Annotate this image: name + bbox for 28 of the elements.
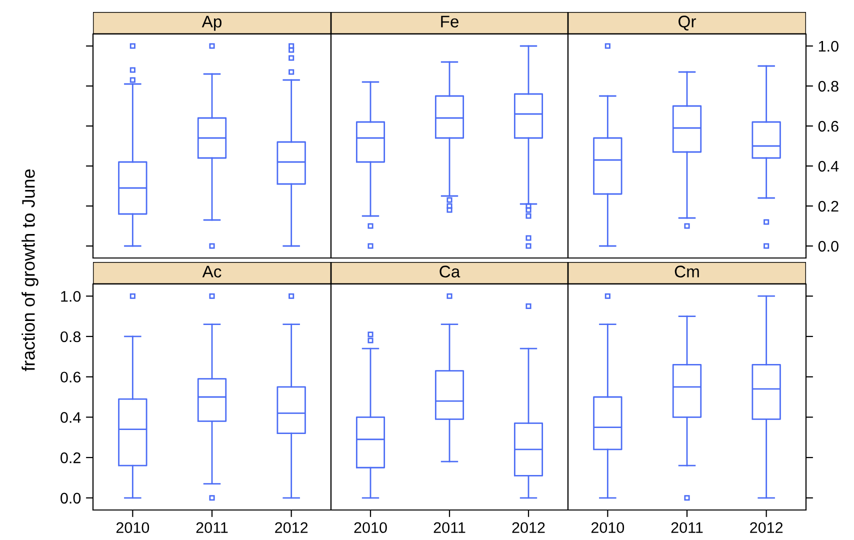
chart-title: Ca: [440, 266, 460, 278]
chart-title: Ap: [202, 16, 222, 31]
y-tick-label: 0.8: [60, 331, 81, 342]
y-tick-label: 0.0: [818, 240, 838, 252]
y-tick-label: 0.6: [818, 120, 838, 132]
x-tick-label: 2011: [671, 522, 703, 534]
x-tick-label: 2010: [591, 522, 624, 534]
chart-title: Fe: [441, 16, 458, 28]
chart-title: Ac: [202, 266, 222, 278]
y-tick-label: 0.0: [60, 492, 81, 504]
y-tick-label: 0.4: [818, 160, 839, 172]
x-tick-label: 2012: [750, 522, 783, 534]
chart-title: Cm: [674, 266, 699, 278]
y-tick-label: 0.4: [60, 412, 81, 423]
x-tick-label: 2012: [512, 522, 545, 534]
y-tick-label: 1.0: [61, 290, 81, 302]
y-tick-label: 0.2: [818, 200, 838, 212]
y-axis-title: fraction of growth to June: [22, 169, 38, 372]
x-tick-label: 2011: [196, 522, 228, 534]
y-tick-label: 1.0: [818, 40, 838, 52]
y-tick-label: 0.8: [818, 80, 838, 92]
y-tick-label: 0.6: [60, 372, 81, 383]
x-tick-label: 2010: [116, 522, 150, 534]
y-tick-label: 0.2: [60, 452, 80, 464]
chart-title: Qr: [678, 16, 696, 30]
x-tick-label: 2011: [434, 522, 466, 534]
x-tick-label: 2012: [275, 522, 308, 534]
x-tick-label: 2010: [354, 522, 387, 534]
